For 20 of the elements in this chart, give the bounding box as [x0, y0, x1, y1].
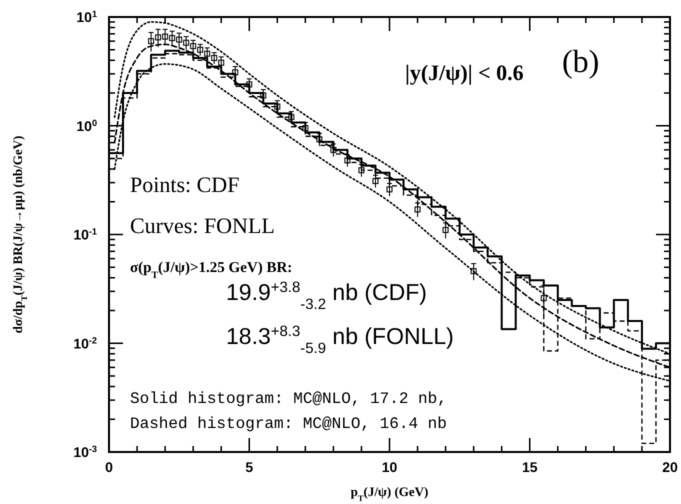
annotation: σ(p$_{T}$(J/ψ)>1.25 GeV) BR:	[130, 260, 292, 280]
x-tick-label: 20	[662, 459, 678, 475]
annotation: 18.3$^{+8.3}$$_{-5.9}$ nb (FONLL)	[226, 322, 454, 356]
annotation: Dashed histogram: MC@NLO, 16.4 nb	[130, 415, 447, 433]
y-tick-label: 10$^{-1}$	[73, 226, 97, 242]
annotation: Solid histogram: MC@NLO, 17.2 nb,	[130, 390, 447, 408]
y-tick-label: 10$^{1}$	[76, 9, 97, 25]
annotation: Curves: FONLL	[130, 213, 275, 238]
annotation: (b)	[562, 43, 600, 79]
x-tick-label: 5	[245, 459, 254, 475]
x-tick-label: 10	[382, 459, 398, 475]
y-tick-label: 10$^{-2}$	[73, 335, 97, 352]
annotation: |y(J/ψ)| < 0.6	[405, 60, 524, 85]
x-tick-label: 0	[105, 459, 114, 475]
y-tick-label: 10$^{0}$	[76, 118, 97, 134]
x-axis-title: p$_{T}$(J/ψ) (GeV)	[350, 484, 428, 503]
annotation: Points: CDF	[130, 172, 240, 197]
y-tick-label: 10$^{-3}$	[73, 444, 97, 460]
x-tick-label: 15	[522, 459, 538, 475]
annotation: 19.9$^{+3.8}$$_{-3.2}$ nb (CDF)	[226, 278, 427, 312]
